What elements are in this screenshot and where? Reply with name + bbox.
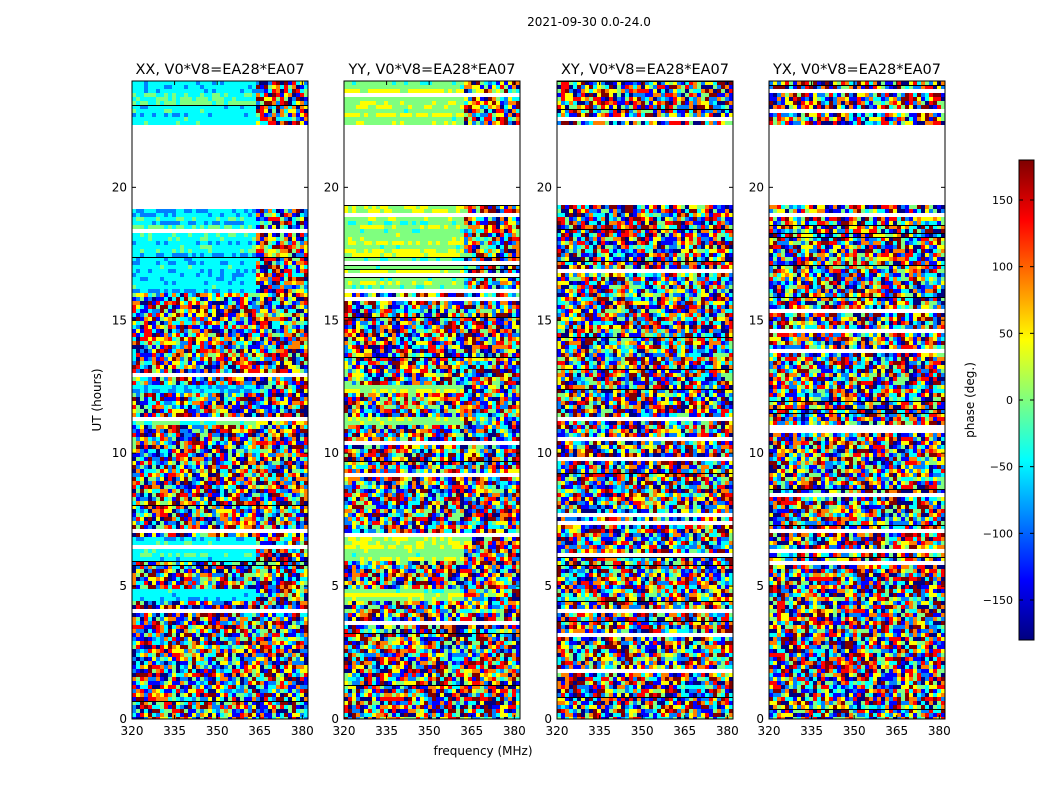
x-tick-label: 380 [291, 724, 314, 738]
x-tick-label: 365 [673, 724, 696, 738]
y-tick-label: 15 [112, 313, 127, 327]
colorbar-tick-label: 150 [992, 194, 1013, 207]
panel-3: XY, V0*V8=EA28*EA07 320 335 350 365 380 0 5 10 15… [537, 62, 739, 738]
y-tick-label: 20 [749, 180, 764, 194]
figure-suptitle: 2021-09-30 0.0-24.0 [527, 15, 651, 29]
x-tick-label: 350 [843, 724, 866, 738]
y-tick-label: 15 [537, 313, 552, 327]
y-tick-label: 10 [324, 446, 339, 460]
x-axis-label: frequency (MHz) [433, 744, 532, 758]
y-tick-label: 20 [324, 180, 339, 194]
panel-frame [768, 80, 946, 720]
panel-1: XX, V0*V8=EA28*EA07 320 335 350 365 380 0 5 10 15… [112, 62, 314, 738]
y-tick-label: 5 [544, 579, 552, 593]
heatmap-cells [344, 81, 520, 719]
y-tick-label: 20 [112, 180, 127, 194]
heatmap-cells [769, 81, 945, 719]
x-tick-label: 365 [885, 724, 908, 738]
y-tick-label: 15 [324, 313, 339, 327]
y-tick-label: 0 [119, 712, 127, 726]
colorbar-tick-label: 50 [999, 327, 1013, 340]
y-axis-label: UT (hours) [90, 368, 104, 431]
colorbar-tick-label: −100 [983, 527, 1013, 540]
panel-frame [343, 80, 521, 720]
x-tick-label: 320 [121, 724, 144, 738]
colorbar-label: phase (deg.) [963, 362, 977, 438]
x-tick-label: 350 [206, 724, 229, 738]
x-tick-label: 350 [418, 724, 441, 738]
panel-frame [131, 80, 309, 720]
panel-title: XY, V0*V8=EA28*EA07 [561, 62, 729, 78]
colorbar: 150 100 50 0 −50 −100 −150 [983, 159, 1035, 641]
x-tick-label: 365 [248, 724, 271, 738]
y-tick-label: 5 [331, 579, 339, 593]
colorbar-tick-label: 0 [1006, 394, 1013, 407]
colorbar-tick-label: 100 [992, 261, 1013, 274]
y-tick-label: 5 [756, 579, 764, 593]
x-tick-label: 380 [716, 724, 739, 738]
y-tick-label: 15 [749, 313, 764, 327]
panel-title: YY, V0*V8=EA28*EA07 [348, 62, 516, 78]
y-tick-label: 20 [537, 180, 552, 194]
y-tick-label: 10 [112, 446, 127, 460]
y-tick-label: 10 [537, 446, 552, 460]
panel-frame [556, 80, 734, 720]
heatmap-cells [132, 81, 308, 719]
colorbar-tick-label: −150 [983, 594, 1013, 607]
panel-title: XX, V0*V8=EA28*EA07 [135, 62, 304, 78]
y-tick-label: 0 [544, 712, 552, 726]
x-tick-label: 335 [375, 724, 398, 738]
x-tick-label: 365 [460, 724, 483, 738]
colorbar-tick-label: −50 [990, 461, 1013, 474]
x-tick-label: 380 [928, 724, 951, 738]
x-tick-label: 380 [503, 724, 526, 738]
x-tick-label: 335 [588, 724, 611, 738]
x-tick-label: 335 [800, 724, 823, 738]
x-tick-label: 320 [758, 724, 781, 738]
y-tick-label: 0 [331, 712, 339, 726]
panels: XX, V0*V8=EA28*EA07 320 335 350 365 380 0 5 10 15… [112, 62, 951, 738]
y-tick-label: 5 [119, 579, 127, 593]
panel-4: YX, V0*V8=EA28*EA07 320 335 350 365 380 0 5 10 15… [749, 62, 951, 738]
x-tick-label: 320 [546, 724, 569, 738]
panel-title: YX, V0*V8=EA28*EA07 [772, 62, 941, 78]
heatmap-cells [557, 81, 733, 719]
x-tick-label: 335 [163, 724, 186, 738]
x-tick-label: 320 [333, 724, 356, 738]
y-tick-label: 0 [756, 712, 764, 726]
y-tick-label: 10 [749, 446, 764, 460]
x-tick-label: 350 [631, 724, 654, 738]
panel-2: YY, V0*V8=EA28*EA07 320 335 350 365 380 0 5 10 15… [324, 62, 526, 738]
